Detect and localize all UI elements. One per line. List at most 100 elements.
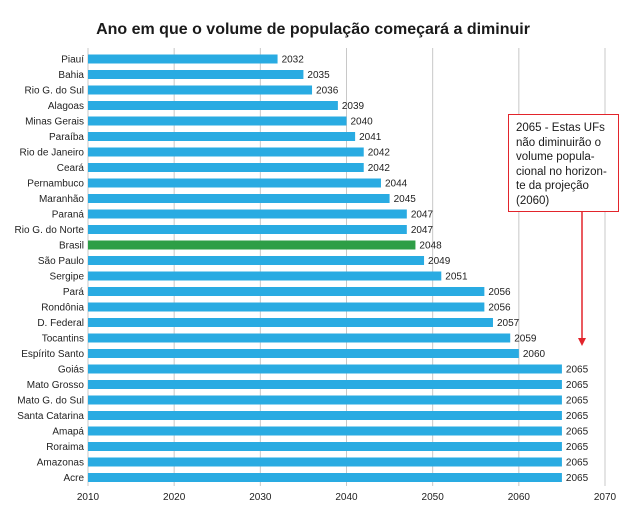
value-label: 2056 [488, 303, 511, 314]
value-label: 2042 [368, 148, 391, 159]
value-label: 2056 [488, 287, 511, 298]
category-label: Rio G. do Norte [15, 225, 85, 236]
bar [88, 225, 407, 234]
bar [88, 380, 562, 389]
bar [88, 395, 562, 405]
bar [88, 442, 562, 451]
value-label: 2065 [566, 380, 589, 391]
value-label: 2044 [385, 179, 408, 190]
bar [88, 318, 493, 327]
bar [88, 287, 485, 296]
category-label: Minas Gerais [25, 117, 84, 128]
x-tick-label: 2060 [508, 492, 531, 503]
annotation-line: te da projeção [516, 180, 589, 192]
bar [88, 85, 313, 95]
category-label: Espírito Santo [21, 349, 84, 360]
value-label: 2065 [566, 396, 589, 407]
category-label: Roraima [46, 442, 84, 453]
value-label: 2035 [307, 70, 330, 81]
category-labels: Piauí Bahia Rio G. do Sul Alagoas Minas Gera… [15, 55, 85, 485]
x-tick-label: 2070 [594, 492, 617, 503]
bar [88, 54, 278, 64]
bar [88, 101, 338, 110]
annotation-arrow [578, 212, 586, 346]
bar [88, 411, 562, 420]
x-axis-ticks: 2010 2020 2030 2040 2050 2060 2070 [77, 492, 617, 503]
annotation-line: volume popula- [516, 151, 595, 163]
value-label: 2045 [394, 194, 417, 205]
value-label: 2047 [411, 225, 434, 236]
x-tick-label: 2040 [335, 492, 358, 503]
value-label: 2065 [566, 473, 589, 484]
annotation-line: 2065 - Estas UFs [516, 122, 605, 134]
bar [88, 178, 381, 188]
category-label: Maranhão [39, 194, 84, 205]
bar [88, 70, 304, 79]
category-label: Tocantins [42, 334, 84, 345]
bar [88, 147, 364, 157]
value-label: 2032 [282, 55, 305, 66]
value-label: 2065 [566, 458, 589, 469]
category-label: D. Federal [37, 318, 84, 329]
chart-title: Ano em que o volume de população começar… [96, 21, 530, 38]
category-label: Mato Grosso [27, 380, 85, 391]
value-label: 2040 [351, 117, 374, 128]
bar [88, 349, 519, 358]
category-label: Brasil [59, 241, 84, 252]
bar [88, 116, 347, 126]
category-label: Piauí [61, 55, 84, 66]
category-label: Bahia [58, 70, 84, 81]
category-label: Paraná [52, 210, 85, 221]
category-label: Amazonas [37, 458, 84, 469]
bar [88, 256, 425, 265]
value-label: 2065 [566, 442, 589, 453]
category-label: Ceará [57, 163, 85, 174]
annotation-box: 2065 - Estas UFs não diminuirão o volume… [508, 114, 619, 212]
annotation-line: cional no horizon- [516, 165, 607, 178]
category-label: Goiás [58, 365, 84, 376]
category-label: Rio de Janeiro [20, 148, 85, 159]
arrow-head [578, 338, 586, 346]
value-label: 2060 [523, 349, 546, 360]
bars [88, 54, 562, 482]
value-label: 2042 [368, 163, 391, 174]
category-label: Paraíba [49, 132, 84, 143]
category-label: Alagoas [48, 101, 84, 112]
category-label: São Paulo [38, 256, 85, 267]
category-label: Acre [63, 473, 84, 484]
category-label: Pará [63, 287, 85, 298]
category-label: Amapá [52, 427, 84, 438]
value-label: 2039 [342, 101, 365, 112]
bar [88, 426, 562, 436]
bar [88, 240, 416, 250]
value-label: 2065 [566, 411, 589, 422]
category-label: Sergipe [50, 272, 85, 283]
annotation-line: não diminuirão o [516, 136, 602, 149]
bar [88, 364, 562, 374]
bar [88, 473, 562, 482]
category-label: Pernambuco [27, 179, 84, 190]
value-label: 2041 [359, 132, 382, 143]
x-tick-label: 2010 [77, 492, 100, 503]
x-tick-label: 2020 [163, 492, 186, 503]
value-label: 2048 [419, 241, 442, 252]
annotation-line: (2060) [516, 194, 550, 207]
value-label: 2036 [316, 86, 339, 97]
bar [88, 271, 442, 281]
value-label: 2049 [428, 256, 451, 267]
bar [88, 194, 390, 203]
value-label: 2051 [445, 272, 468, 283]
category-label: Rio G. do Sul [25, 86, 84, 97]
value-label: 2065 [566, 365, 589, 376]
category-label: Santa Catarina [17, 411, 84, 422]
bar [88, 302, 485, 312]
value-label: 2057 [497, 318, 520, 329]
bar [88, 333, 511, 343]
bar [88, 132, 356, 141]
category-label: Rondônia [41, 303, 84, 314]
value-label: 2047 [411, 210, 434, 221]
value-label: 2065 [566, 427, 589, 438]
bar [88, 163, 364, 172]
